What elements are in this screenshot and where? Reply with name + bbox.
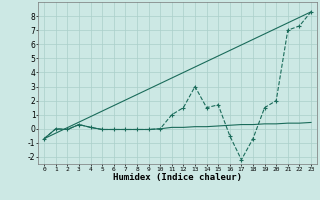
X-axis label: Humidex (Indice chaleur): Humidex (Indice chaleur) xyxy=(113,173,242,182)
